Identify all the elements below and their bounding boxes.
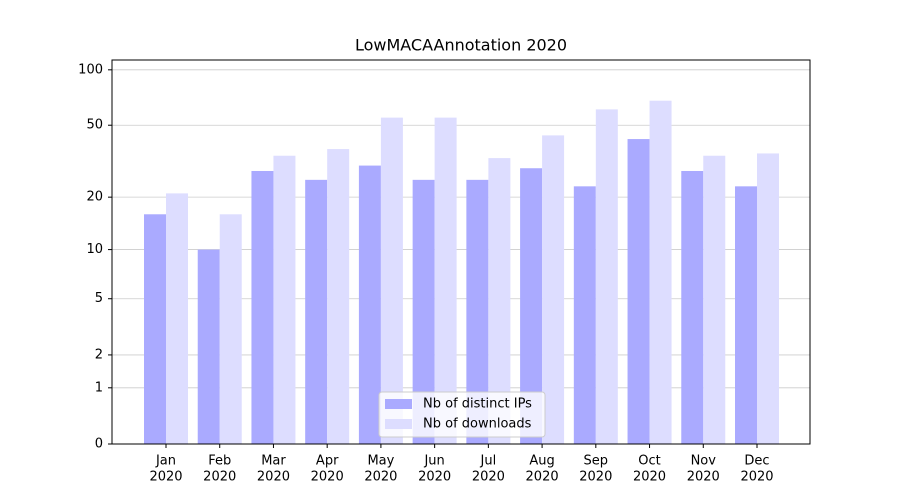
bar	[380, 117, 403, 444]
bar	[627, 139, 650, 445]
y-tick-label: 0	[95, 437, 103, 452]
x-tick-label: Feb	[208, 454, 231, 469]
x-tick-label: Sep	[584, 454, 609, 469]
x-tick-label: Aug	[529, 454, 554, 469]
x-tick-label: 2020	[633, 470, 666, 485]
bar	[573, 186, 596, 444]
bar	[488, 158, 511, 444]
legend-label: Nb of distinct IPs	[423, 397, 532, 412]
bar	[520, 168, 543, 444]
y-tick-label: 2	[95, 347, 103, 362]
x-tick-label: Dec	[744, 454, 769, 469]
y-tick-label: 100	[78, 62, 103, 77]
x-tick-label: May	[367, 454, 394, 469]
x-tick-label: 2020	[687, 470, 720, 485]
x-tick-label: Jan	[155, 454, 176, 469]
x-tick-label: 2020	[740, 470, 773, 485]
bar	[542, 135, 565, 444]
x-tick-label: Nov	[691, 454, 717, 469]
bar	[273, 155, 296, 445]
x-tick-label: 2020	[257, 470, 290, 485]
legend-swatch	[385, 399, 412, 409]
bar	[649, 100, 672, 445]
plot-frame	[111, 59, 811, 445]
bar	[412, 179, 435, 445]
bar	[166, 193, 188, 444]
bar	[251, 170, 274, 444]
x-tick-label: 2020	[364, 470, 397, 485]
bar	[466, 179, 489, 445]
legend-swatch	[385, 419, 412, 429]
bar	[197, 249, 220, 444]
x-tick-label: Apr	[316, 454, 339, 469]
bar	[305, 179, 328, 445]
x-tick-label: Jul	[480, 454, 497, 469]
x-tick-label: 2020	[311, 470, 344, 485]
chart-title: LowMACAAnnotation 2020	[355, 36, 567, 55]
x-tick-label: Oct	[638, 454, 660, 469]
x-tick-label: Mar	[261, 454, 286, 469]
bar	[703, 155, 726, 445]
bar	[735, 186, 757, 444]
y-tick-label: 20	[86, 190, 103, 205]
x-tick-label: 2020	[418, 470, 451, 485]
bar	[681, 170, 704, 444]
x-tick-label: 2020	[149, 470, 182, 485]
legend-box	[378, 391, 546, 438]
bar	[219, 214, 242, 444]
bar	[144, 214, 166, 444]
x-tick-label: Jun	[423, 454, 444, 469]
bar	[327, 149, 350, 444]
bar	[434, 117, 457, 444]
y-tick-label: 5	[95, 291, 103, 306]
bar	[757, 153, 779, 444]
bar	[358, 165, 381, 445]
x-tick-label: 2020	[472, 470, 505, 485]
y-tick-label: 50	[86, 118, 103, 133]
x-tick-label: 2020	[579, 470, 612, 485]
bar	[595, 109, 618, 444]
x-tick-label: 2020	[203, 470, 236, 485]
y-tick-label: 10	[86, 242, 103, 257]
legend-label: Nb of downloads	[423, 417, 532, 432]
y-tick-label: 1	[95, 380, 103, 395]
x-tick-label: 2020	[526, 470, 559, 485]
